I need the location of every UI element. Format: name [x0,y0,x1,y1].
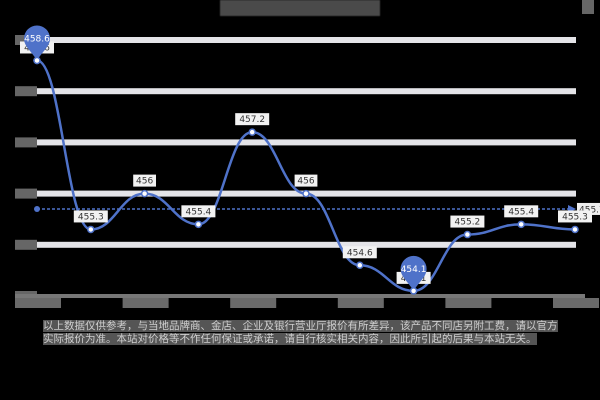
data-point [409,287,418,295]
data-label: 455.3 [78,212,104,222]
data-label: 455.2 [455,218,481,228]
x-axis-label [15,298,61,308]
data-point [33,56,41,65]
data-label-bg [450,215,485,228]
chart-title [220,0,380,16]
data-label: 455.4 [508,207,534,217]
x-axis-label [337,298,384,308]
line-chart: 455.7458.6455.3456455.4457.2456454.6454.… [15,25,600,308]
disclaimer-text: 以上数据仅供参考，与当地品牌商、金店、企业及银行营业厅报价有所差异，该产品不同店… [43,320,563,346]
data-label: 454.6 [347,248,373,258]
data-label: 456 [297,177,314,187]
data-label-bg [133,174,156,187]
mark-point-pin [24,25,50,61]
x-axis-label [445,298,492,308]
data-label: 456 [136,177,153,187]
data-point [356,261,364,270]
data-point [517,220,525,229]
gridline [37,37,576,43]
y-axis-label [15,188,37,199]
toolbox-icon[interactable] [582,0,594,14]
data-label-bg [73,210,108,223]
gridline [37,241,576,248]
y-axis-label [15,239,37,250]
x-axis-line [15,294,585,298]
data-point [463,230,472,239]
data-label-bg [342,246,377,259]
data-label-bg [558,210,592,223]
disclaimer-content: 以上数据仅供参考，与当地品牌商、金店、企业及银行营业厅报价有所差异，该产品不同店… [43,320,558,345]
data-label-bg [235,113,270,126]
mark-point-label: 454.1 [401,265,427,275]
data-label: 455.4 [186,207,212,217]
gridline [37,88,576,95]
data-point [302,189,310,198]
data-point [87,225,95,234]
gridline [37,139,576,146]
y-axis-label [15,86,37,97]
x-axis-label [230,298,277,308]
mark-point-label: 458.6 [24,34,50,44]
data-point [248,128,256,136]
mark-point-pin [400,255,427,291]
data-label: 457.2 [239,115,265,125]
data-point [140,189,149,198]
data-label-bg [294,174,318,187]
x-axis-label [553,298,599,308]
y-axis-label [15,137,37,148]
data-label-bg [504,205,539,218]
data-point [571,225,579,234]
x-axis-label [122,298,169,308]
average-line-start [34,205,40,212]
data-label: 455.3 [562,212,588,222]
data-point [194,220,203,229]
data-label-bg [181,205,216,218]
